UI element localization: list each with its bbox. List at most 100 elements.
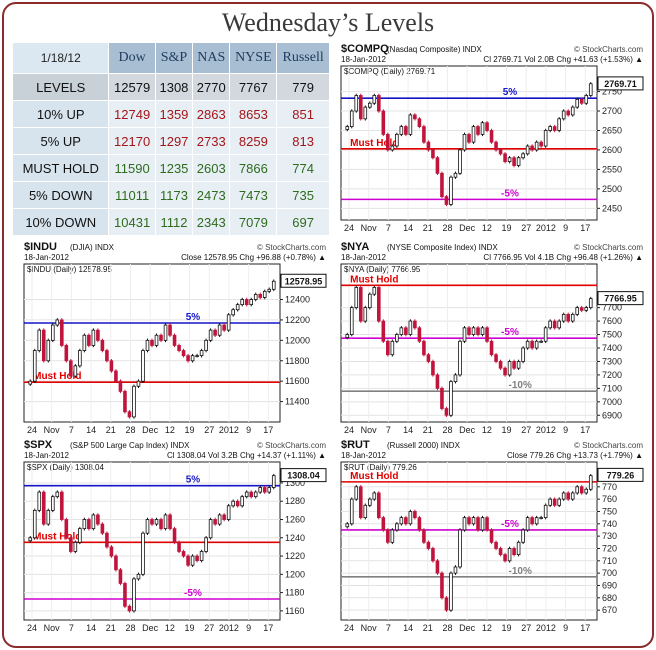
candle-body — [82, 334, 87, 351]
candle-body — [422, 126, 426, 143]
x-tick-label: 7 — [69, 623, 74, 633]
chart-symbol: $RUT — [341, 439, 370, 451]
chart-date: 18-Jan-2012 — [341, 451, 386, 460]
page-title: Wednesday’s Levels — [221, 8, 435, 37]
x-tick-label: 19 — [185, 623, 195, 633]
candle-body — [525, 340, 530, 349]
candle-body — [64, 519, 69, 539]
x-tick-label: 24 — [344, 223, 354, 233]
candle-body — [467, 517, 471, 525]
candle-body — [235, 500, 240, 507]
y-tick-label: 6900 — [602, 410, 622, 420]
table-cell: 1308 — [154, 73, 194, 101]
candle-body — [217, 514, 222, 525]
candle-body — [64, 345, 69, 362]
candle-body — [476, 327, 480, 335]
x-tick-label: Dec — [142, 425, 159, 435]
candle-body — [222, 324, 226, 331]
candle-body — [145, 519, 150, 534]
candle-body — [186, 555, 190, 566]
candle-body — [377, 287, 381, 322]
level-label: Must Hold — [350, 471, 398, 482]
last-price-label: 779.26 — [607, 470, 635, 480]
chart-legend: $SPX (Daily) 1308.04 — [27, 463, 104, 472]
candle-body — [51, 324, 55, 341]
level-label: Must Hold — [350, 274, 398, 285]
candle-body — [28, 380, 33, 385]
candle-body — [159, 519, 163, 530]
x-tick-label: Nov — [44, 425, 61, 435]
chart-symbol: $COMPQ — [341, 43, 389, 55]
candle-body — [37, 329, 42, 351]
candle-body — [37, 491, 42, 511]
candle-body — [100, 339, 105, 351]
candle-body — [543, 130, 548, 147]
candle-body — [516, 157, 521, 166]
x-tick-label: 14 — [403, 425, 413, 435]
x-tick-label: 21 — [106, 425, 116, 435]
y-tick-label: 730 — [602, 531, 617, 541]
candle-body — [177, 345, 181, 351]
chart-stats: Close 12578.95 Chg +96.88 (+0.78%) ▲ — [181, 253, 326, 262]
candle-body — [539, 517, 543, 520]
candle-body — [503, 554, 507, 562]
x-tick-label: 27 — [521, 425, 531, 435]
candle-body — [548, 320, 552, 329]
candle-body — [154, 519, 159, 525]
y-tick-label: 700 — [602, 568, 617, 578]
candle-body — [377, 95, 381, 112]
x-tick-label: 7 — [386, 623, 391, 633]
column-header: S&P — [154, 42, 194, 74]
candle-body — [521, 347, 525, 362]
candle-body — [127, 411, 132, 418]
x-tick-label: 28 — [442, 623, 452, 633]
candle-body — [480, 517, 485, 531]
candle-body — [444, 196, 449, 205]
candle-body — [181, 350, 186, 357]
candle-body — [249, 299, 253, 306]
candle-body — [444, 597, 449, 611]
level-label: Must Hold — [350, 138, 398, 149]
candle-body — [399, 126, 404, 135]
candle-body — [449, 572, 453, 611]
x-tick-label: 27 — [204, 425, 214, 435]
candle-body — [485, 122, 489, 131]
candle-body — [349, 498, 354, 525]
levels-table-row: LEVELS 12579 1308 2770 7767 779 — [11, 73, 330, 101]
candle-body — [46, 509, 51, 525]
candle-body — [543, 327, 548, 342]
candle-body — [363, 307, 368, 322]
x-tick-label: 12 — [165, 623, 175, 633]
candle-body — [575, 486, 580, 494]
candle-body — [114, 370, 118, 382]
x-tick-label: 21 — [106, 623, 116, 633]
y-tick-label: 1300 — [285, 478, 305, 488]
chart-date: 18-Jan-2012 — [24, 253, 69, 262]
x-tick-label: 14 — [403, 623, 413, 633]
x-tick-label: 14 — [86, 623, 96, 633]
candle-body — [422, 340, 426, 356]
x-tick-label: Dec — [459, 623, 476, 633]
x-tick-label: 12 — [482, 623, 492, 633]
last-price-label: 12578.95 — [285, 276, 323, 286]
candle-body — [82, 519, 87, 530]
candle-body — [467, 327, 471, 335]
candle-body — [440, 572, 444, 599]
candle-body — [271, 280, 276, 290]
x-tick-label: Nov — [44, 623, 61, 633]
candle-body — [222, 514, 226, 520]
levels-table-row: 10% DOWN 10431 1112 2343 7079 697 — [11, 208, 330, 236]
candle-body — [244, 299, 249, 306]
y-tick-label: 1200 — [285, 569, 305, 579]
candle-body — [181, 551, 186, 557]
chart-date: 18-Jan-2012 — [24, 451, 69, 460]
candle-body — [105, 350, 109, 362]
candle-body — [566, 492, 570, 500]
table-cell: 1235 — [154, 154, 194, 182]
levels-table: 1/18/12 Dow S&P NAS NYSE Russell LEVELS 1… — [11, 42, 330, 236]
level-label: -10% — [509, 566, 532, 577]
level-label: 5% — [503, 87, 518, 98]
x-tick-label: 17 — [580, 425, 590, 435]
candle-body — [204, 537, 208, 552]
candle-body — [453, 566, 458, 574]
